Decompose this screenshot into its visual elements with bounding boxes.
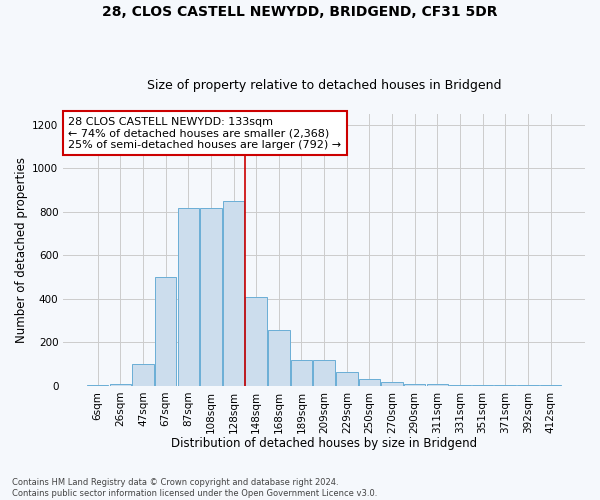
Text: 28 CLOS CASTELL NEWYDD: 133sqm
← 74% of detached houses are smaller (2,368)
25% : 28 CLOS CASTELL NEWYDD: 133sqm ← 74% of … <box>68 116 341 150</box>
Text: 28, CLOS CASTELL NEWYDD, BRIDGEND, CF31 5DR: 28, CLOS CASTELL NEWYDD, BRIDGEND, CF31 … <box>102 5 498 19</box>
Bar <box>382 382 403 386</box>
Bar <box>268 330 290 386</box>
Bar <box>336 372 358 386</box>
X-axis label: Distribution of detached houses by size in Bridgend: Distribution of detached houses by size … <box>171 437 477 450</box>
Title: Size of property relative to detached houses in Bridgend: Size of property relative to detached ho… <box>147 79 502 92</box>
Y-axis label: Number of detached properties: Number of detached properties <box>15 157 28 343</box>
Bar <box>449 385 471 386</box>
Bar <box>132 364 154 386</box>
Bar <box>291 360 312 386</box>
Bar <box>359 380 380 386</box>
Bar <box>404 384 425 386</box>
Bar <box>313 360 335 386</box>
Bar <box>223 201 244 386</box>
Bar <box>110 384 131 386</box>
Bar <box>87 385 109 386</box>
Bar <box>178 208 199 386</box>
Bar <box>245 296 267 386</box>
Text: Contains HM Land Registry data © Crown copyright and database right 2024.
Contai: Contains HM Land Registry data © Crown c… <box>12 478 377 498</box>
Bar <box>472 385 493 386</box>
Bar <box>155 277 176 386</box>
Bar <box>200 208 221 386</box>
Bar <box>427 384 448 386</box>
